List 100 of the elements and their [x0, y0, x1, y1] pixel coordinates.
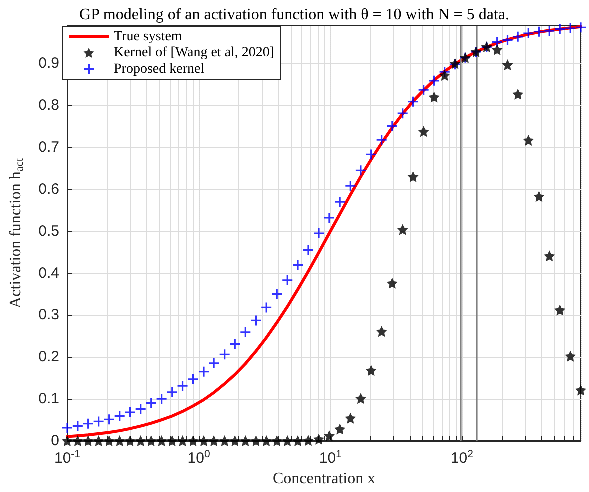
point	[376, 326, 388, 338]
point	[188, 436, 199, 446]
point	[62, 436, 73, 446]
point	[219, 348, 231, 360]
point	[407, 96, 420, 108]
point	[439, 70, 450, 81]
point	[428, 75, 440, 87]
point	[376, 134, 388, 146]
point	[334, 196, 346, 208]
point	[93, 416, 105, 428]
point	[198, 366, 210, 378]
point	[522, 28, 534, 40]
point	[418, 84, 430, 96]
point	[261, 436, 272, 446]
point	[229, 338, 241, 350]
point	[187, 374, 200, 386]
point	[554, 24, 566, 36]
point	[146, 436, 157, 446]
point	[302, 244, 314, 256]
y-tick-label: 0.1	[38, 390, 60, 408]
point	[260, 302, 272, 314]
point	[523, 134, 534, 146]
point	[334, 424, 346, 435]
y-tick-label: 0.8	[38, 97, 60, 114]
point	[397, 108, 409, 120]
y-tick-label: 0.4	[38, 264, 60, 282]
point	[408, 171, 419, 182]
point	[344, 180, 356, 192]
y-tick-label: 0	[51, 432, 60, 450]
point	[72, 420, 84, 432]
point	[324, 430, 335, 442]
point	[156, 436, 168, 446]
y-tick-label: 0.6	[38, 180, 60, 198]
point	[208, 436, 220, 446]
point	[146, 397, 158, 410]
point	[282, 274, 294, 286]
point	[292, 436, 304, 446]
y-tick-label: 0.5	[38, 222, 60, 240]
point	[250, 314, 262, 326]
point	[156, 393, 168, 405]
point	[554, 304, 566, 316]
point	[345, 412, 356, 424]
point	[135, 436, 146, 446]
point	[303, 435, 314, 446]
y-tick-label: 0.2	[38, 348, 60, 366]
point	[576, 384, 586, 396]
point	[176, 380, 189, 392]
point	[512, 88, 524, 100]
y-tick-label: 0.3	[38, 306, 60, 324]
y-tick-label: 0.9	[38, 55, 60, 72]
point	[240, 326, 252, 338]
point	[502, 34, 514, 46]
point	[272, 436, 283, 446]
chart-title: GP modeling of an activation function with θ = 10 with N = 5 data.	[80, 6, 510, 24]
y-tick-label: 0.7	[38, 139, 60, 156]
point	[544, 250, 556, 262]
point	[428, 92, 440, 103]
y-axis-title: Activation function hact	[8, 158, 26, 308]
point	[544, 25, 556, 37]
point	[575, 22, 587, 34]
legend-label: Proposed kernel	[114, 62, 205, 77]
point	[82, 418, 94, 430]
point	[533, 26, 546, 38]
point	[114, 410, 126, 422]
point	[198, 436, 210, 446]
point	[366, 365, 377, 376]
point	[492, 36, 504, 48]
point	[104, 414, 116, 426]
point	[62, 422, 74, 434]
point	[512, 31, 524, 43]
point	[386, 120, 398, 132]
point	[271, 288, 283, 300]
point	[282, 436, 294, 446]
point	[564, 22, 576, 34]
point	[135, 403, 147, 415]
point	[292, 260, 304, 272]
point	[386, 278, 398, 289]
legend-label: True system	[114, 30, 182, 44]
point	[104, 436, 115, 446]
point	[397, 224, 408, 236]
point	[355, 393, 366, 404]
point	[177, 436, 188, 446]
point	[366, 148, 378, 160]
x-axis-title: Concentration x	[272, 470, 376, 488]
point	[166, 436, 178, 446]
point	[82, 436, 94, 446]
point	[219, 436, 230, 446]
point	[72, 436, 84, 446]
point	[313, 228, 325, 240]
point	[492, 44, 503, 56]
point	[124, 406, 136, 418]
point	[230, 436, 241, 446]
point	[240, 436, 252, 446]
point	[565, 350, 576, 362]
legend-label: Kernel of [Wang et al, 2020]	[114, 46, 275, 60]
point	[324, 212, 336, 224]
point	[250, 436, 262, 446]
point	[114, 436, 126, 446]
point	[166, 386, 178, 398]
point	[418, 126, 430, 138]
